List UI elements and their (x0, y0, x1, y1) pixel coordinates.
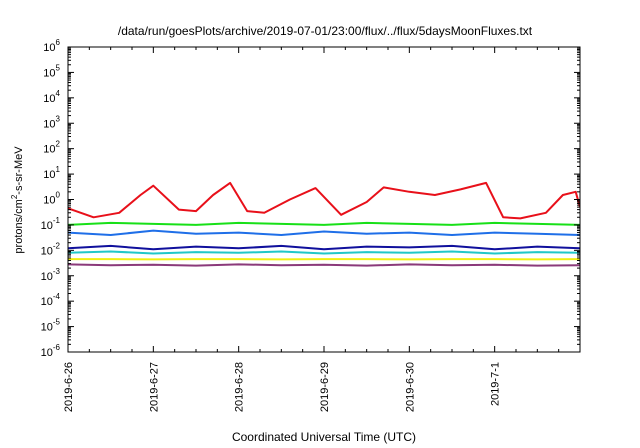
y-tick-label-base: 10 (43, 42, 55, 54)
x-axis-label: Coordinated Universal Time (UTC) (232, 430, 416, 444)
y-axis-label-rest: -s-sr-MeV (13, 146, 25, 195)
series-layer (68, 181, 580, 267)
y-tick-label-exponent: -5 (53, 318, 61, 327)
y-tick-label: 10-1 (41, 216, 61, 232)
y-tick-label-exponent: -4 (53, 292, 61, 301)
series-line-2 (68, 221, 580, 226)
y-tick-label-exponent: 4 (56, 89, 61, 98)
y-tick-label-base: 10 (41, 322, 53, 334)
y-tick-label-exponent: 1 (56, 165, 61, 174)
y-tick-label: 10-2 (41, 241, 61, 257)
y-tick-label-exponent: -6 (53, 343, 61, 352)
y-tick-label: 102 (43, 140, 60, 156)
y-tick-label-exponent: 5 (56, 63, 61, 72)
x-axis: 2019-6-26 2019-6-27 2019-6-28 2019-6-29 2019… (63, 47, 560, 412)
x-tick-label: 2019-7-1 (490, 362, 502, 406)
y-tick-label-base: 10 (43, 67, 55, 79)
y-axis-label: protons/cm2-s-sr-MeV (10, 146, 25, 254)
y-tick-label-base: 10 (43, 169, 55, 181)
y-axis-label-superscript: 2 (10, 194, 19, 199)
y-tick-label: 10-6 (41, 343, 61, 359)
y-tick-label-base: 10 (41, 347, 53, 359)
y-tick-label-exponent: 0 (56, 191, 61, 200)
x-tick-label: 2019-6-26 (63, 362, 75, 412)
x-tick-label: 2019-6-27 (148, 362, 160, 412)
x-tick-label: 2019-6-30 (404, 362, 416, 412)
chart-title: /data/run/goesPlots/archive/2019-07-01/2… (118, 24, 533, 38)
y-tick-label-base: 10 (41, 296, 53, 308)
series-line-1 (68, 181, 580, 220)
y-tick-label-exponent: 3 (56, 114, 61, 123)
y-tick-label-exponent: -2 (53, 241, 61, 250)
y-tick-label-exponent: -3 (53, 267, 61, 276)
y-tick-label-base: 10 (41, 220, 53, 232)
y-tick-label: 10-5 (41, 318, 61, 334)
series-line-3 (68, 229, 580, 236)
y-tick-label: 10-3 (41, 267, 61, 283)
y-tick-label-exponent: 6 (56, 38, 61, 47)
y-tick-label: 10-4 (41, 292, 61, 308)
series-line-4 (68, 244, 580, 251)
y-tick-label-base: 10 (43, 144, 55, 156)
y-tick-label: 105 (43, 63, 60, 79)
y-tick-label-base: 10 (41, 271, 53, 283)
series-line-5 (68, 250, 580, 255)
y-tick-label: 101 (43, 165, 60, 181)
y-tick-label: 104 (43, 89, 60, 105)
y-tick-label: 106 (43, 38, 60, 54)
x-tick-label: 2019-6-29 (319, 362, 331, 412)
plot-frame (67, 46, 581, 353)
y-tick-label-exponent: -1 (53, 216, 61, 225)
x-tick-label: 2019-6-28 (234, 362, 246, 412)
y-tick-label: 103 (43, 114, 60, 130)
y-tick-label-base: 10 (43, 195, 55, 207)
y-tick-label-base: 10 (41, 245, 53, 257)
y-axis-label-base: protons/cm (13, 199, 25, 253)
y-axis: 10-610-510-410-310-210-11001011021031041… (41, 38, 580, 359)
y-tick-label: 100 (43, 191, 60, 207)
y-tick-label-exponent: 2 (56, 140, 61, 149)
y-tick-label-base: 10 (43, 118, 55, 130)
series-line-7 (68, 263, 580, 267)
y-tick-label-base: 10 (43, 93, 55, 105)
